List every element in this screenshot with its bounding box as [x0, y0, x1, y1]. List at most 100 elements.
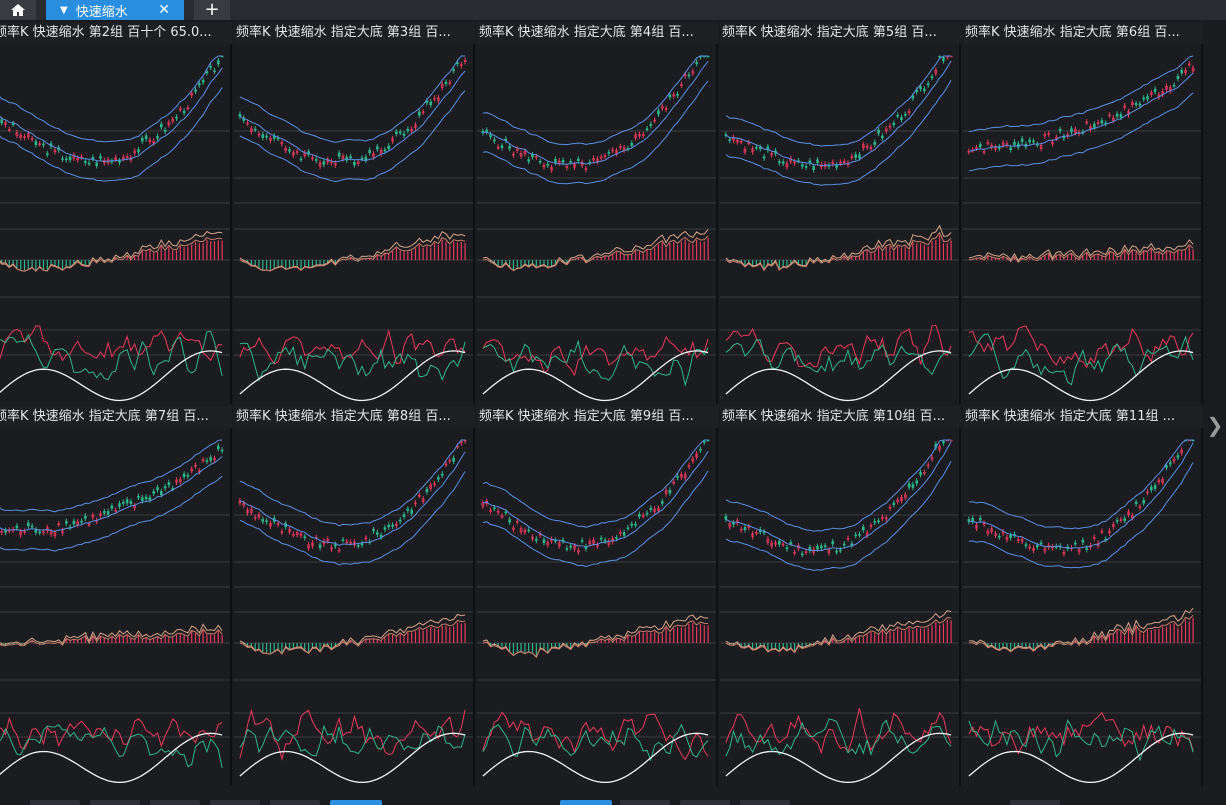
kline-chart[interactable] — [963, 428, 1203, 786]
candle — [433, 97, 436, 100]
kline-chart[interactable] — [0, 44, 232, 404]
candle — [664, 108, 668, 110]
candle — [42, 531, 45, 534]
candle — [391, 524, 394, 527]
chart-panel[interactable]: 频率K 快速缩水 指定大底 第3组 百... — [234, 22, 475, 404]
candle — [827, 549, 831, 554]
chart-panel[interactable]: 频率K 快速缩水 指定大底 第8组 百... — [234, 406, 475, 786]
candle — [1157, 479, 1161, 483]
candle — [1032, 548, 1035, 551]
candle — [762, 531, 766, 534]
candle — [923, 88, 926, 91]
candle — [190, 92, 193, 96]
tab-quick-shrink[interactable]: ▼ 快速缩水 ✕ — [46, 0, 184, 20]
kline-chart[interactable] — [0, 428, 232, 786]
kline-chart[interactable] — [720, 428, 961, 786]
candle — [615, 537, 618, 539]
candle — [657, 508, 660, 511]
candle — [743, 148, 747, 153]
candle — [295, 151, 299, 153]
candle — [57, 523, 60, 526]
candle — [942, 440, 945, 444]
candle — [496, 511, 500, 513]
candle — [1058, 129, 1062, 132]
candle — [433, 483, 436, 486]
bottom-tab[interactable] — [30, 800, 80, 805]
candle — [1131, 515, 1134, 519]
macd-dif-line — [0, 230, 223, 272]
bottom-tab-active[interactable] — [560, 800, 612, 805]
candle — [1150, 92, 1153, 95]
macd-dea-line — [0, 627, 223, 647]
bottom-tab[interactable] — [270, 800, 320, 805]
chart-panel[interactable]: 频率K 快速缩水 指定大底 第11组 ... — [963, 406, 1203, 786]
candle — [554, 158, 557, 163]
bottom-tab[interactable] — [680, 800, 730, 805]
bottom-tab[interactable] — [1010, 800, 1060, 805]
kline-chart[interactable] — [963, 44, 1203, 404]
kline-chart[interactable] — [477, 428, 718, 786]
candle — [0, 531, 3, 533]
boll-mid-line — [239, 70, 466, 163]
bottom-tab-active[interactable] — [330, 800, 382, 805]
candle — [209, 457, 212, 461]
candle — [299, 533, 303, 536]
candle — [414, 502, 417, 505]
candle — [758, 146, 762, 150]
candle — [1093, 123, 1096, 128]
candle — [975, 524, 978, 529]
candle — [53, 532, 57, 537]
candle — [938, 446, 941, 451]
chart-panel[interactable]: 频率K 快速缩水 指定大底 第9组 百... — [477, 406, 718, 786]
candle — [668, 94, 672, 98]
candle — [334, 544, 337, 547]
candle — [1005, 536, 1009, 540]
bottom-tab[interactable] — [210, 800, 260, 805]
chart-panel[interactable]: 频率K 快速缩水 指定大底 第5组 百... — [720, 22, 961, 404]
close-icon[interactable]: ✕ — [158, 2, 170, 18]
candle — [1043, 134, 1047, 137]
candle — [751, 533, 754, 538]
candle — [201, 79, 205, 83]
candle — [592, 539, 595, 544]
candle — [38, 143, 42, 146]
candle — [1016, 539, 1020, 541]
oscillator-line-white — [482, 350, 709, 402]
triangle-down-icon[interactable]: ▼ — [60, 4, 68, 16]
candle — [356, 545, 360, 547]
bottom-tab[interactable] — [740, 800, 790, 805]
panel-title: 频率K 快速缩水 指定大底 第11组 ... — [963, 406, 1203, 428]
bottom-tab[interactable] — [90, 800, 140, 805]
candle — [99, 155, 102, 159]
kline-chart[interactable] — [720, 44, 961, 404]
candle — [672, 481, 676, 484]
panel-title: 频率K 快速缩水 指定大底 第8组 百... — [234, 406, 475, 428]
candle — [1009, 534, 1013, 539]
bottom-tab[interactable] — [620, 800, 670, 805]
oscillator-line-white — [482, 732, 709, 784]
chart-panel[interactable]: 频率K 快速缩水 指定大底 第4组 百... — [477, 22, 718, 404]
kline-chart[interactable] — [477, 44, 718, 404]
candle — [1138, 506, 1142, 508]
chart-panel[interactable]: 频率K 快速缩水 指定大底 第7组 百... — [0, 406, 232, 786]
candle — [800, 164, 804, 167]
chevron-right-icon[interactable]: ❯ — [1206, 413, 1224, 437]
candle — [242, 503, 246, 506]
kline-chart[interactable] — [234, 44, 475, 404]
candle — [414, 124, 417, 128]
home-button[interactable] — [0, 0, 36, 20]
add-tab-button[interactable]: + — [194, 0, 230, 20]
bottom-tab[interactable] — [150, 800, 200, 805]
kline-chart[interactable] — [234, 428, 475, 786]
panel-title: 频率K 快速缩水 指定大底 第5组 百... — [720, 22, 961, 44]
candle — [80, 520, 83, 523]
chart-panel[interactable]: 频率K 快速缩水 指定大底 第6组 百... — [963, 22, 1203, 404]
candle — [641, 134, 645, 136]
candle — [911, 95, 915, 99]
candle — [739, 528, 743, 531]
boll-mid-line — [239, 451, 466, 546]
oscillator-line-white — [968, 732, 1194, 784]
candle — [774, 542, 777, 545]
chart-panel[interactable]: 频率K 快速缩水 第2组 百十个 65.0... — [0, 22, 232, 404]
chart-panel[interactable]: 频率K 快速缩水 指定大底 第10组 百... — [720, 406, 961, 786]
